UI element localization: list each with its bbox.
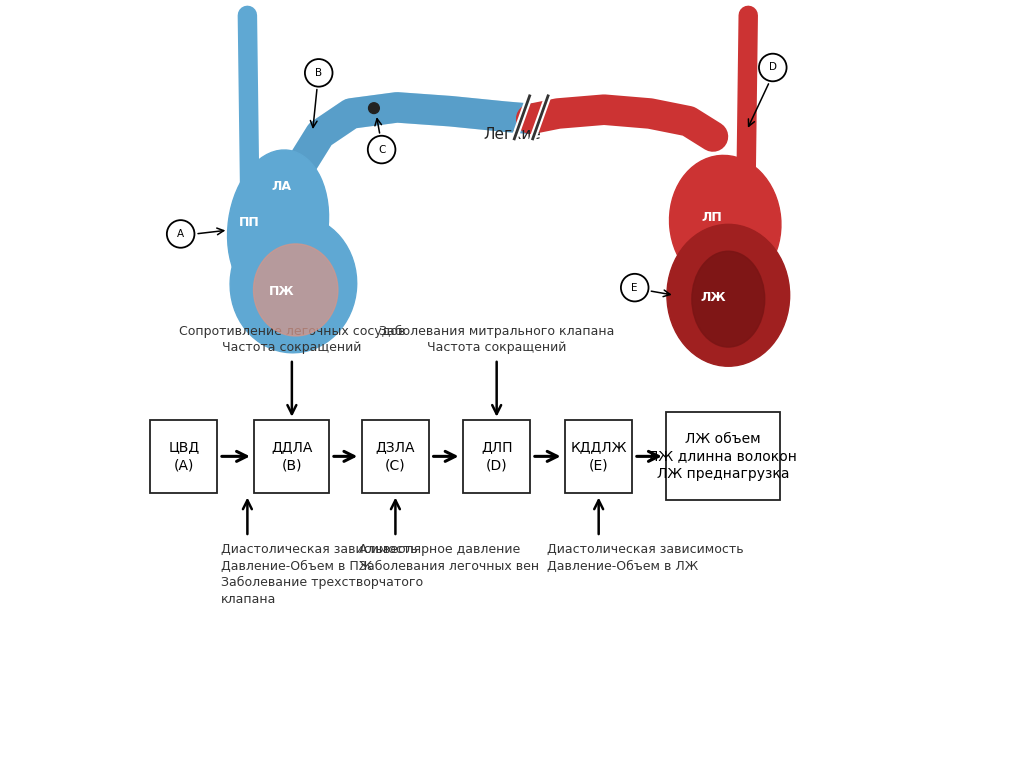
FancyBboxPatch shape (565, 420, 633, 492)
Circle shape (305, 59, 333, 87)
Text: Диастолическая зависимость
Давление-Объем в ПЖ
Заболевание трехстворчатого
клапа: Диастолическая зависимость Давление-Объе… (220, 543, 423, 606)
Text: ДЗЛА
(C): ДЗЛА (C) (376, 440, 415, 472)
Text: Заболевания митрального клапана
Частота сокращений: Заболевания митрального клапана Частота … (379, 324, 614, 354)
Text: ЛЖ объем
ЛЖ длинна волокон
ЛЖ преднагрузка: ЛЖ объем ЛЖ длинна волокон ЛЖ преднагруз… (648, 432, 798, 481)
Circle shape (368, 136, 395, 163)
Text: D: D (769, 62, 777, 73)
Text: КДДЛЖ
(E): КДДЛЖ (E) (570, 440, 627, 472)
Ellipse shape (254, 244, 338, 336)
Text: Легкие: Легкие (483, 127, 541, 142)
Text: C: C (378, 144, 385, 155)
Text: ПП: ПП (240, 216, 260, 229)
Text: B: B (315, 67, 323, 78)
Text: ДЛП
(D): ДЛП (D) (481, 440, 512, 472)
Text: ЛЖ: ЛЖ (700, 291, 726, 304)
Text: E: E (632, 282, 638, 293)
Text: Диастолическая зависимость
Давление-Объем в ЛЖ: Диастолическая зависимость Давление-Объе… (547, 543, 743, 572)
FancyBboxPatch shape (150, 420, 217, 492)
Text: ЛП: ЛП (701, 211, 722, 224)
FancyBboxPatch shape (463, 420, 530, 492)
Text: ДДЛА
(B): ДДЛА (B) (271, 440, 312, 472)
FancyBboxPatch shape (667, 413, 779, 500)
Circle shape (369, 103, 379, 114)
Circle shape (167, 220, 195, 248)
Ellipse shape (227, 150, 329, 302)
Ellipse shape (692, 252, 765, 347)
Text: ПЖ: ПЖ (269, 285, 295, 298)
FancyBboxPatch shape (254, 420, 330, 492)
Text: ЦВД
(A): ЦВД (A) (168, 440, 200, 472)
Text: Сопротивление легочных сосудов
Частота сокращений: Сопротивление легочных сосудов Частота с… (178, 325, 406, 354)
Text: A: A (177, 229, 184, 239)
Text: ЛА: ЛА (272, 180, 292, 193)
Circle shape (621, 274, 648, 301)
Ellipse shape (670, 156, 781, 289)
Ellipse shape (230, 215, 356, 353)
FancyBboxPatch shape (361, 420, 429, 492)
Circle shape (759, 54, 786, 81)
Text: Альвеолярное давление
Заболевания легочных вен: Альвеолярное давление Заболевания легочн… (358, 543, 539, 572)
Ellipse shape (667, 224, 790, 367)
